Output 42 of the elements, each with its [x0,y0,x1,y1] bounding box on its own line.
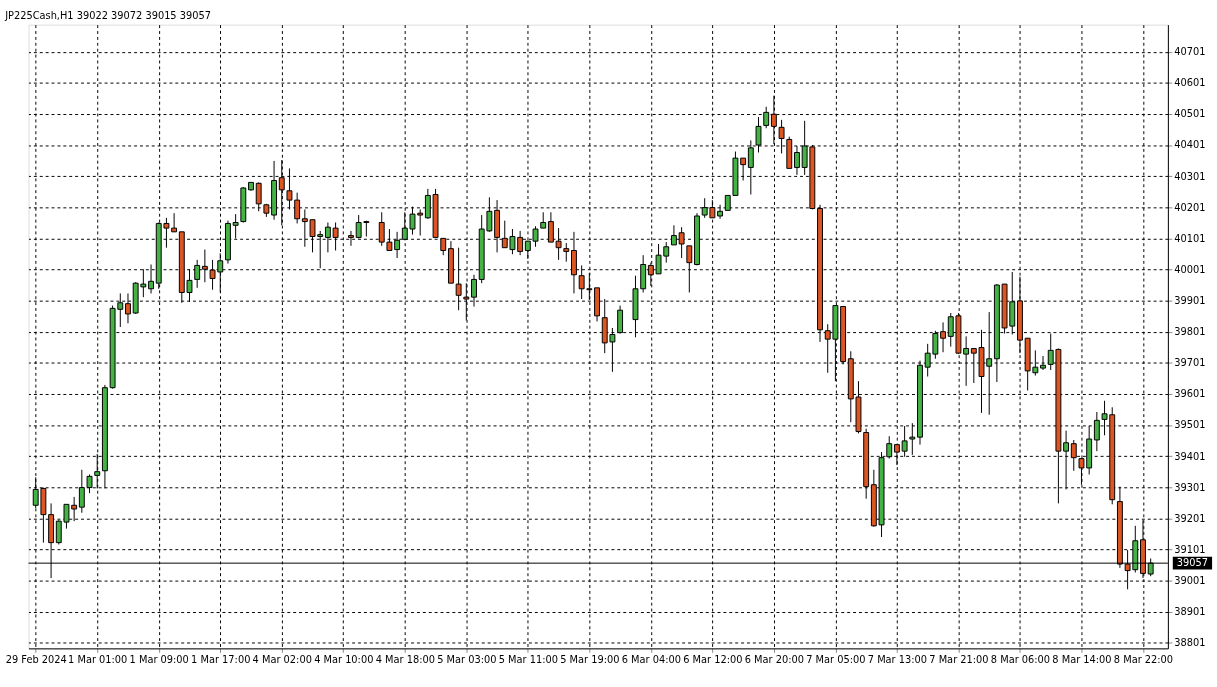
x-tick-label: 8 Mar 14:00 [1052,653,1112,665]
x-tick-label: 5 Mar 03:00 [437,653,497,665]
x-tick-label: 1 Mar 01:00 [68,653,128,665]
x-tick-label: 4 Mar 18:00 [375,653,435,665]
x-tick-label: 4 Mar 10:00 [314,653,374,665]
y-tick-label: 38901 [1174,606,1206,618]
x-tick-label: 6 Mar 20:00 [744,653,805,665]
x-tick-label: 29 Feb 2024 [5,653,67,665]
y-tick-label: 40201 [1174,201,1206,213]
x-tick-label: 1 Mar 09:00 [129,653,189,665]
y-tick-label: 40001 [1174,263,1206,275]
y-tick-label: 40601 [1174,77,1206,89]
x-tick-label: 6 Mar 12:00 [683,653,743,665]
ref-line-label: 39057 [1176,557,1209,569]
y-tick-label: 39101 [1174,543,1206,555]
y-tick-label: 39201 [1174,512,1206,524]
candlestick [563,242,570,263]
x-tick-label: 8 Mar 06:00 [990,653,1051,665]
y-tick-label: 39501 [1174,419,1206,431]
y-tick-label: 39801 [1174,326,1206,338]
x-tick-label: 1 Mar 17:00 [191,653,251,665]
y-tick-label: 39601 [1174,388,1206,400]
x-tick-label: 5 Mar 19:00 [560,653,620,665]
y-tick-label: 40501 [1174,108,1206,120]
y-tick-label: 40101 [1174,232,1206,244]
x-tick-label: 7 Mar 21:00 [929,653,989,665]
x-tick-label: 7 Mar 05:00 [806,653,866,665]
x-tick-label: 8 Mar 22:00 [1113,653,1174,665]
y-tick-label: 39001 [1174,575,1206,586]
chart-title: JP225Cash,H1 39022 39072 39015 39057 [4,9,211,21]
y-tick-label: 40401 [1174,139,1206,151]
y-tick-label: 38801 [1174,637,1206,649]
x-tick-label: 6 Mar 04:00 [621,653,681,665]
y-tick-label: 40701 [1174,46,1206,58]
x-tick-label: 7 Mar 13:00 [867,653,928,665]
y-tick-label: 39901 [1174,295,1206,307]
y-tick-label: 40301 [1174,170,1206,182]
x-tick-label: 5 Mar 11:00 [498,653,558,665]
y-tick-label: 39701 [1174,357,1206,369]
y-tick-label: 39401 [1174,450,1206,462]
x-tick-label: 4 Mar 02:00 [252,653,312,665]
y-tick-label: 39301 [1174,481,1206,493]
